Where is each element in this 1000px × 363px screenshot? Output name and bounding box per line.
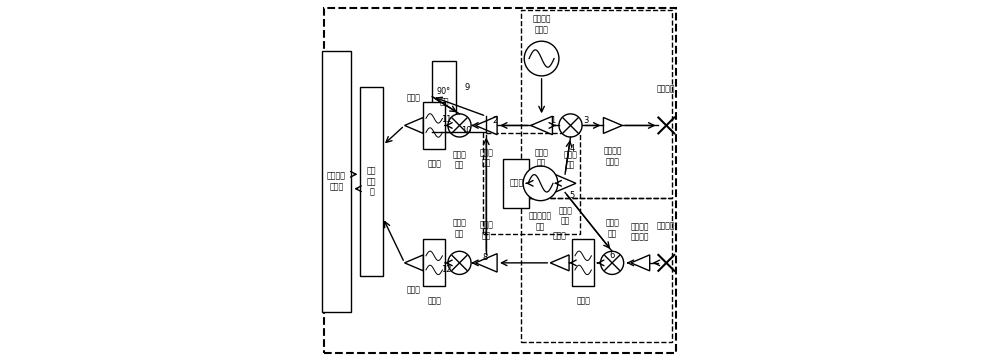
- Text: 第四功
分器: 第四功 分器: [479, 221, 493, 240]
- Text: 12: 12: [441, 265, 451, 273]
- Text: 放大器: 放大器: [407, 285, 421, 294]
- Text: 7: 7: [482, 228, 488, 237]
- Text: 6: 6: [609, 251, 615, 260]
- Polygon shape: [550, 255, 569, 271]
- Polygon shape: [531, 116, 552, 135]
- Text: 3: 3: [583, 116, 589, 125]
- Text: 第一压控振
荡器: 第一压控振 荡器: [529, 212, 552, 231]
- Polygon shape: [405, 118, 423, 134]
- Text: 4: 4: [570, 144, 575, 154]
- Text: 1: 1: [551, 116, 556, 125]
- Bar: [521, 198, 672, 342]
- Text: 滤波器: 滤波器: [576, 297, 590, 306]
- Text: 第一功率
放大器: 第一功率 放大器: [604, 147, 622, 166]
- Text: 模数
转换
器: 模数 转换 器: [367, 167, 376, 196]
- Text: 90°
相移: 90° 相移: [437, 87, 451, 106]
- Bar: [572, 239, 594, 286]
- Bar: [503, 159, 529, 208]
- Text: 第一单频
微波源: 第一单频 微波源: [532, 15, 551, 34]
- Text: 锯齿波: 锯齿波: [509, 179, 523, 188]
- Polygon shape: [631, 255, 650, 271]
- Circle shape: [601, 251, 624, 274]
- Text: 接收天线: 接收天线: [657, 221, 676, 230]
- Polygon shape: [475, 116, 497, 135]
- Circle shape: [448, 251, 471, 274]
- Text: 第一低噪
声放大器: 第一低噪 声放大器: [631, 223, 650, 242]
- Text: 数字信号
处理器: 数字信号 处理器: [327, 172, 346, 191]
- Bar: [521, 10, 672, 198]
- Text: 第二混
频器: 第二混 频器: [605, 219, 619, 238]
- Text: 滤波器: 滤波器: [427, 297, 441, 306]
- Bar: [322, 51, 351, 312]
- Circle shape: [559, 114, 582, 137]
- Text: 8: 8: [482, 253, 488, 262]
- Circle shape: [524, 41, 559, 76]
- Text: 5: 5: [570, 191, 575, 200]
- Polygon shape: [475, 254, 497, 272]
- Text: 第二功
分器: 第二功 分器: [535, 148, 549, 168]
- Text: 滤波器: 滤波器: [427, 159, 441, 168]
- Bar: [423, 102, 445, 149]
- Bar: [483, 133, 580, 234]
- Text: 9: 9: [464, 83, 469, 92]
- Bar: [423, 239, 445, 286]
- Polygon shape: [405, 255, 423, 271]
- Text: 10: 10: [461, 126, 472, 135]
- Text: 11: 11: [441, 115, 451, 124]
- Polygon shape: [603, 118, 622, 134]
- Text: 第一混
频器: 第一混 频器: [564, 150, 577, 170]
- Circle shape: [448, 114, 471, 137]
- Bar: [360, 87, 383, 276]
- Text: 第一功
分器: 第一功 分器: [558, 206, 572, 225]
- Polygon shape: [554, 174, 576, 192]
- Bar: [432, 61, 456, 132]
- Text: 放大器: 放大器: [553, 231, 567, 240]
- Text: 第三混
频器: 第三混 频器: [453, 219, 466, 238]
- Text: 放大器: 放大器: [407, 94, 421, 103]
- Circle shape: [523, 166, 558, 201]
- Text: 2: 2: [492, 116, 497, 125]
- Text: 第三功
分器: 第三功 分器: [479, 148, 493, 168]
- Text: 发射天线: 发射天线: [657, 84, 676, 93]
- Text: 第四混
频器: 第四混 频器: [453, 150, 466, 170]
